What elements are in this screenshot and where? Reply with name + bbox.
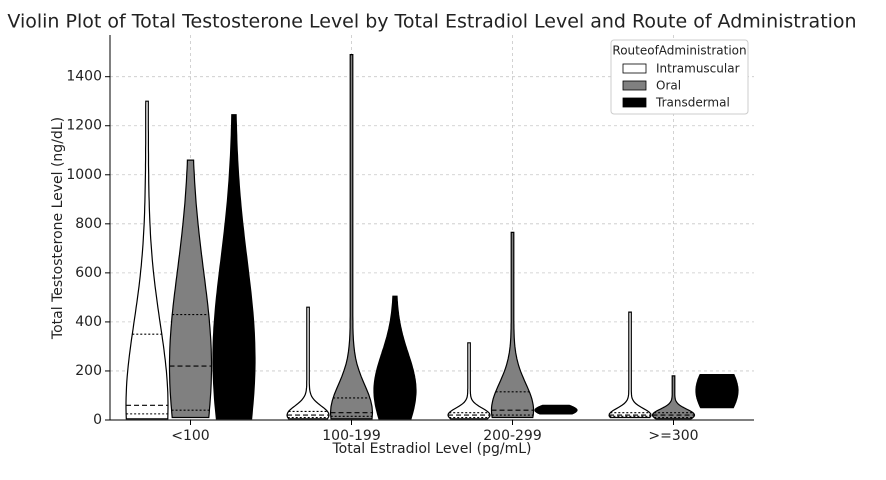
y-tick-label: 400: [75, 314, 102, 330]
y-tick-label: 1200: [66, 118, 102, 134]
legend-label: Intramuscular: [656, 62, 740, 76]
violin: [373, 295, 417, 420]
y-tick-label: 200: [75, 363, 102, 379]
y-tick-label: 600: [75, 265, 102, 281]
violin: [695, 374, 739, 409]
chart-title: Violin Plot of Total Testosterone Level …: [7, 11, 856, 33]
x-tick-label: <100: [171, 428, 209, 444]
violin: [212, 114, 256, 420]
y-tick-label: 1000: [66, 167, 102, 183]
legend-label: Oral: [656, 79, 681, 93]
violin: [447, 342, 491, 420]
y-axis-label: Total Testosterone Level (ng/dL): [50, 117, 66, 340]
violin: [125, 100, 169, 420]
x-axis-label: Total Estradiol Level (pg/mL): [331, 441, 531, 457]
violin: [329, 54, 374, 420]
x-tick-label: >=300: [648, 428, 698, 444]
violin: [490, 231, 535, 419]
legend-swatch: [622, 97, 647, 108]
x-tick-label: 100-199: [322, 428, 381, 444]
violin: [651, 375, 696, 420]
violin: [286, 306, 330, 420]
legend-title: RouteofAdministration: [612, 44, 746, 58]
x-tick-label: 200-299: [483, 428, 542, 444]
legend-swatch: [622, 63, 647, 74]
y-tick-label: 1400: [66, 69, 102, 85]
legend-box: [610, 39, 749, 115]
y-tick-label: 0: [93, 412, 102, 428]
legend-swatch: [622, 80, 647, 91]
legend-label: Transdermal: [655, 96, 730, 110]
y-tick-label: 800: [75, 216, 102, 232]
violin: [608, 311, 652, 419]
violin: [168, 159, 213, 419]
